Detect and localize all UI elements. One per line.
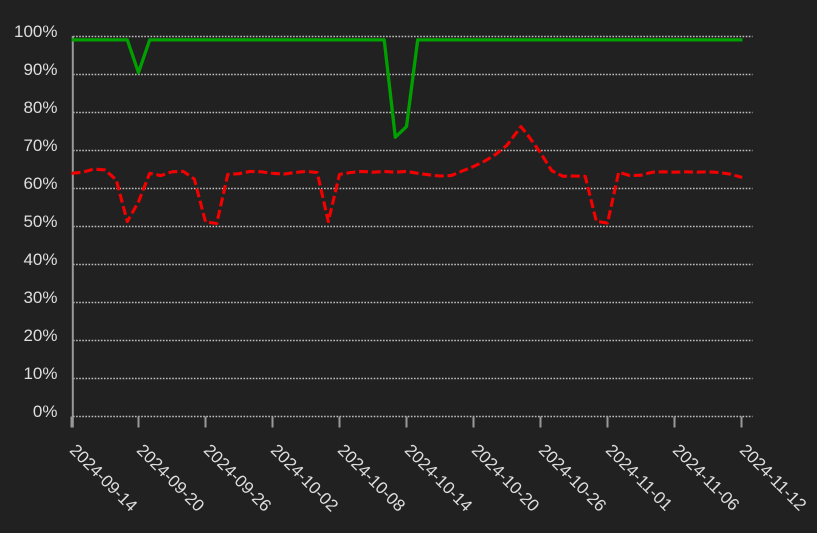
svg-text:60%: 60%	[23, 174, 57, 193]
svg-text:80%: 80%	[23, 98, 57, 117]
svg-text:70%: 70%	[23, 136, 57, 155]
svg-text:90%: 90%	[23, 60, 57, 79]
svg-text:10%: 10%	[23, 364, 57, 383]
svg-text:40%: 40%	[23, 250, 57, 269]
svg-text:30%: 30%	[23, 288, 57, 307]
svg-text:0%: 0%	[33, 402, 58, 421]
svg-text:20%: 20%	[23, 326, 57, 345]
svg-text:100%: 100%	[14, 22, 57, 41]
svg-text:50%: 50%	[23, 212, 57, 231]
